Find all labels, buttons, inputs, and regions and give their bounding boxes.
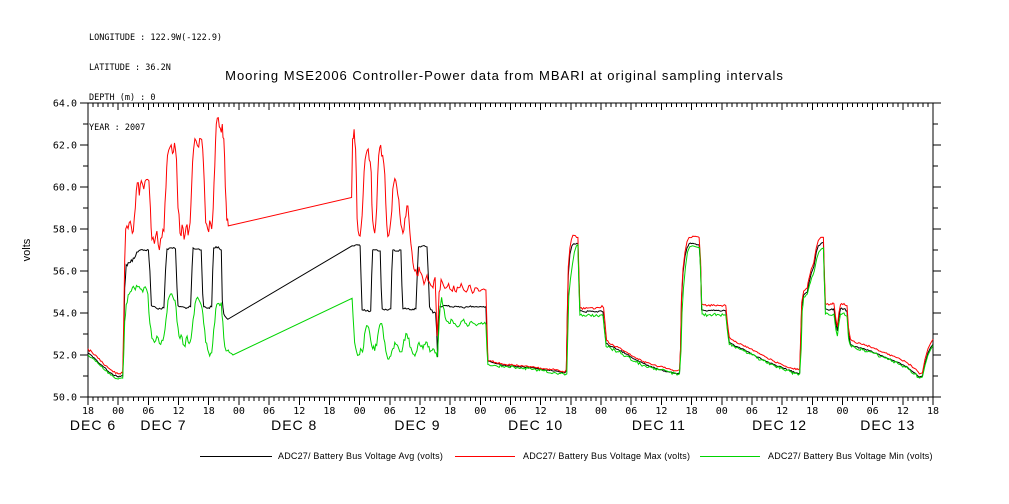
metadata-depth: DEPTH (m) : 0 [89,93,156,103]
svg-text:DEC 9: DEC 9 [394,417,440,433]
svg-text:12: 12 [655,406,667,417]
svg-text:18: 18 [82,406,94,417]
svg-text:00: 00 [595,406,607,417]
svg-text:00: 00 [112,406,124,417]
svg-text:56.0: 56.0 [53,267,77,278]
svg-text:DEC 11: DEC 11 [632,417,686,433]
legend-label-max: ADC27/ Battery Bus Voltage Max (volts) [523,451,691,461]
svg-text:12: 12 [897,406,909,417]
svg-text:12: 12 [414,406,426,417]
svg-text:DEC 6: DEC 6 [70,417,116,433]
svg-text:06: 06 [142,406,154,417]
svg-text:52.0: 52.0 [53,351,77,362]
svg-text:06: 06 [384,406,396,417]
metadata-longitude: LONGITUDE : 122.9W(-122.9) [89,33,223,43]
svg-text:60.0: 60.0 [53,183,77,194]
metadata-year: YEAR : 2007 [89,123,146,133]
svg-text:12: 12 [293,406,305,417]
legend-line-max [455,456,515,457]
svg-text:06: 06 [746,406,758,417]
series-line-min [87,243,934,380]
svg-text:00: 00 [836,406,848,417]
svg-text:DEC 13: DEC 13 [860,417,915,433]
metadata-block: LONGITUDE : 122.9W(-122.9) LATITUDE : 36… [89,13,222,153]
legend-label-min: ADC27/ Battery Bus Voltage Min (volts) [768,451,933,461]
svg-text:00: 00 [474,406,486,417]
svg-text:12: 12 [535,406,547,417]
metadata-latitude: LATITUDE : 36.2N [89,63,171,73]
svg-text:06: 06 [867,406,879,417]
legend-line-min [700,456,760,457]
legend-label-avg: ADC27/ Battery Bus Voltage Avg (volts) [278,451,444,461]
svg-text:18: 18 [203,406,215,417]
svg-text:18: 18 [927,406,939,417]
series-line-max [87,116,934,375]
chart-title: Mooring MSE2006 Controller-Power data fr… [225,68,784,83]
svg-text:54.0: 54.0 [53,309,77,320]
svg-text:18: 18 [323,406,335,417]
series-line-avg [87,242,934,378]
hour-labels: 18 00 06 12 18 00 06 12 18 00 06 12 18 00 06 12 18 00 06 12… [82,406,939,417]
svg-text:12: 12 [173,406,185,417]
y-axis-title: volts [21,238,33,261]
svg-text:18: 18 [686,406,698,417]
svg-text:64.0: 64.0 [53,99,77,110]
svg-text:DEC 7: DEC 7 [140,417,186,433]
svg-text:18: 18 [565,406,577,417]
y-axis-ticks [80,102,941,398]
y-axis-labels: 64.0 62.0 60.0 58.0 56.0 54.0 52.0 50.0 [53,99,77,404]
svg-text:18: 18 [444,406,456,417]
svg-text:06: 06 [504,406,516,417]
svg-text:58.0: 58.0 [53,225,77,236]
date-labels: DEC 6 DEC 7 DEC 8 DEC 9 DEC 10 DEC 11 DEC 12 DE… [70,417,915,433]
svg-text:62.0: 62.0 [53,141,77,152]
svg-text:06: 06 [625,406,637,417]
svg-text:00: 00 [354,406,366,417]
svg-text:18: 18 [806,406,818,417]
svg-text:00: 00 [716,406,728,417]
svg-text:50.0: 50.0 [53,393,77,404]
svg-text:DEC 10: DEC 10 [508,417,563,433]
svg-text:12: 12 [776,406,788,417]
svg-text:DEC 12: DEC 12 [752,417,807,433]
svg-text:06: 06 [263,406,275,417]
legend-line-avg [200,456,272,457]
plot-frame [87,102,934,398]
x-axis-ticks [87,103,934,405]
svg-text:00: 00 [233,406,245,417]
svg-text:DEC 8: DEC 8 [271,417,317,433]
